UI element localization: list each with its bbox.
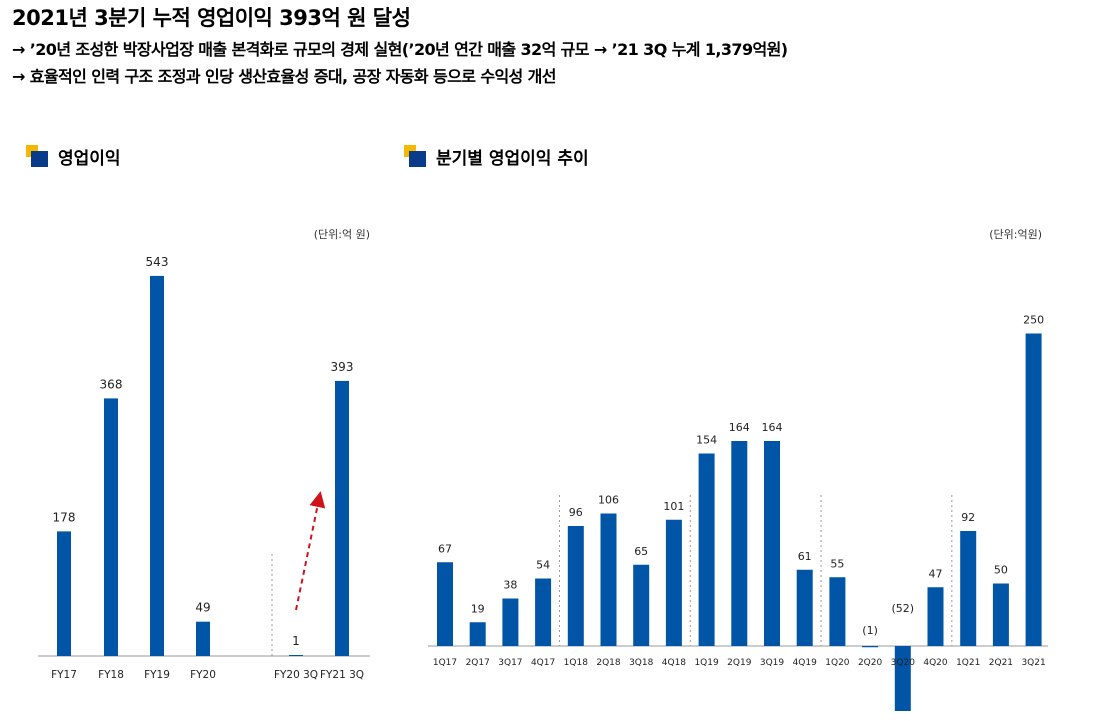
quarterly-value-label: 250 xyxy=(1023,314,1044,327)
quarterly-value-label: 164 xyxy=(729,421,750,434)
annual-value-label: 393 xyxy=(331,360,354,374)
quarterly-bar xyxy=(731,441,748,646)
quarterly-value-label: 106 xyxy=(598,494,619,507)
quarterly-value-label: 154 xyxy=(696,434,717,447)
quarterly-value-label: 101 xyxy=(663,500,684,513)
quarterly-category-label: 3Q20 xyxy=(891,658,916,668)
annual-value-label: 543 xyxy=(146,255,169,269)
quarterly-bar xyxy=(535,578,552,646)
quarterly-value-label: 19 xyxy=(471,602,485,615)
quarterly-bar xyxy=(796,569,813,646)
quarterly-category-label: 3Q17 xyxy=(498,658,522,668)
quarterly-category-label: 1Q19 xyxy=(694,658,719,668)
quarterly-bar xyxy=(829,577,846,646)
annual-category-label: FY20 3Q xyxy=(274,669,318,681)
quarterly-category-label: 2Q17 xyxy=(466,658,490,668)
quarterly-operating-profit-chart: (단위:억원) 67 1Q17 19 2Q17 38 3Q17 54 4Q17 96 1Q18 10… xyxy=(428,228,1048,711)
quarterly-value-label: 54 xyxy=(536,559,550,572)
quarterly-category-label: 2Q20 xyxy=(858,658,883,668)
headline-bullet-2: → 효율적인 인력 구조 조정과 인당 생산효율성 증대, 공장 자동화 등으로… xyxy=(12,67,556,86)
annual-bar xyxy=(150,275,164,656)
annual-category-label: FY17 xyxy=(51,669,77,681)
quarterly-value-label: 55 xyxy=(830,557,844,570)
quarterly-category-label: 2Q21 xyxy=(989,658,1013,668)
quarterly-category-label: 1Q20 xyxy=(825,658,850,668)
annual-category-label: FY18 xyxy=(98,669,124,681)
headline: 2021년 3분기 누적 영업이익 393억 원 달성 xyxy=(12,6,411,30)
quarterly-category-label: 1Q18 xyxy=(564,658,589,668)
annual-bar xyxy=(196,621,210,656)
quarterly-bar xyxy=(960,531,977,646)
annual-bar xyxy=(104,398,118,656)
quarterly-bar xyxy=(1025,333,1042,646)
quarterly-value-label: 67 xyxy=(438,542,452,555)
annual-category-label: FY20 xyxy=(190,669,216,681)
quarterly-value-label: 38 xyxy=(503,579,517,592)
quarterly-category-label: 1Q17 xyxy=(433,658,457,668)
quarterly-value-label: (52) xyxy=(892,602,915,615)
annual-chart-title: 영업이익 xyxy=(58,148,121,169)
quarterly-bar xyxy=(894,646,911,711)
annual-bar xyxy=(57,531,71,656)
quarterly-unit-label: (단위:억원) xyxy=(989,228,1042,241)
quarterly-bar xyxy=(665,519,682,646)
quarterly-category-label: 4Q17 xyxy=(531,658,555,668)
quarterly-value-label: 61 xyxy=(798,550,812,563)
quarterly-bar xyxy=(992,583,1009,646)
annual-unit-label: (단위:억 원) xyxy=(314,228,370,241)
quarterly-value-label: 164 xyxy=(762,421,783,434)
quarterly-value-label: 92 xyxy=(961,511,975,524)
annual-category-label: FY21 3Q xyxy=(320,669,364,681)
annual-category-label: FY19 xyxy=(144,669,170,681)
quarterly-category-label: 3Q19 xyxy=(760,658,785,668)
quarterly-bar xyxy=(502,598,519,646)
annual-value-label: 1 xyxy=(292,634,300,648)
quarterly-category-label: 4Q18 xyxy=(662,658,687,668)
section-annual-operating-profit: 영업이익 xyxy=(26,144,121,169)
quarterly-bar xyxy=(567,526,584,646)
annual-bar xyxy=(289,655,303,656)
annual-bar xyxy=(335,380,349,656)
growth-arrow-icon xyxy=(295,491,326,611)
quarterly-bar xyxy=(633,564,650,646)
quarterly-value-label: 47 xyxy=(929,567,943,580)
section-quarterly-operating-profit: 분기별 영업이익 추이 xyxy=(404,144,589,169)
quarterly-bar xyxy=(698,453,715,646)
quarterly-bar xyxy=(927,587,944,646)
quarterly-value-label: (1) xyxy=(862,624,878,637)
quarterly-bar xyxy=(469,622,486,646)
quarterly-category-label: 3Q18 xyxy=(629,658,654,668)
annual-value-label: 368 xyxy=(100,377,123,391)
section-square-icon xyxy=(404,145,426,167)
quarterly-value-label: 50 xyxy=(994,564,1008,577)
annual-value-label: 49 xyxy=(195,601,210,615)
quarterly-value-label: 96 xyxy=(569,506,583,519)
quarterly-bar xyxy=(437,562,453,646)
quarterly-category-label: 4Q19 xyxy=(793,658,818,668)
quarterly-category-label: 2Q18 xyxy=(596,658,621,668)
headline-bullet-1: → ’20년 조성한 박장사업장 매출 본격화로 규모의 경제 실현(’20년 … xyxy=(12,40,788,59)
quarterly-value-label: 65 xyxy=(634,545,648,558)
annual-value-label: 178 xyxy=(53,510,76,524)
quarterly-category-label: 3Q21 xyxy=(1021,658,1045,668)
section-square-icon xyxy=(26,145,48,167)
quarterly-bar xyxy=(600,513,617,646)
quarterly-category-label: 1Q21 xyxy=(956,658,980,668)
quarterly-category-label: 2Q19 xyxy=(727,658,752,668)
annual-operating-profit-chart: (단위:억 원) 178 FY17 368 FY18 543 FY19 49 FY20 1 FY2… xyxy=(38,228,370,681)
quarterly-bar xyxy=(862,646,879,648)
quarterly-bar xyxy=(764,441,780,646)
quarterly-category-label: 4Q20 xyxy=(923,658,948,668)
quarterly-chart-title: 분기별 영업이익 추이 xyxy=(436,148,589,169)
